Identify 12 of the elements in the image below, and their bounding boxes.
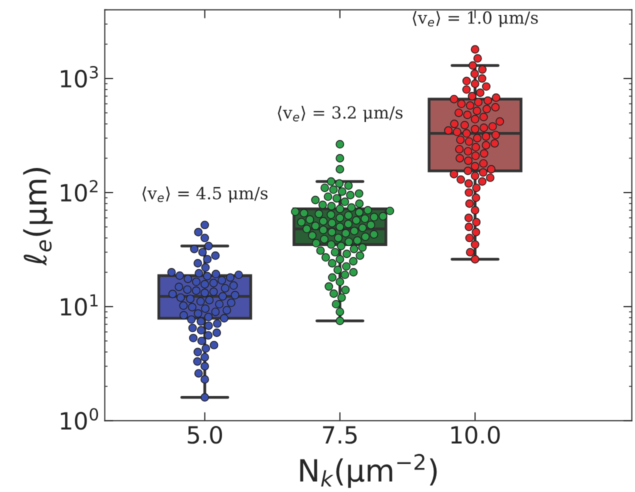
x-tick-label: 7.5: [323, 426, 357, 444]
y-tick-label: 10$^{2}$: [60, 180, 98, 202]
annotation: ⟨v$_{e}$⟩ = 4.5 μm/s: [142, 186, 268, 203]
x-tick-label: 5.0: [188, 426, 222, 444]
annotation: ⟨v$_{e}$⟩ = 3.2 μm/s: [278, 106, 403, 122]
y-tick-label: 10$^{1}$: [60, 294, 98, 316]
annotation: ⟨v$_{e}$⟩ = 1.0 μm/s: [412, 11, 538, 28]
x-axis-title: N$_{k}$(μm$^{−2}$): [300, 454, 437, 488]
y-tick-label: 10$^{0}$: [60, 408, 98, 430]
y-axis-title: ℓ$_{e}$(μm): [23, 168, 53, 266]
y-tick-label: 10$^{3}$: [60, 66, 98, 88]
x-tick-label: 10.0: [451, 426, 500, 444]
